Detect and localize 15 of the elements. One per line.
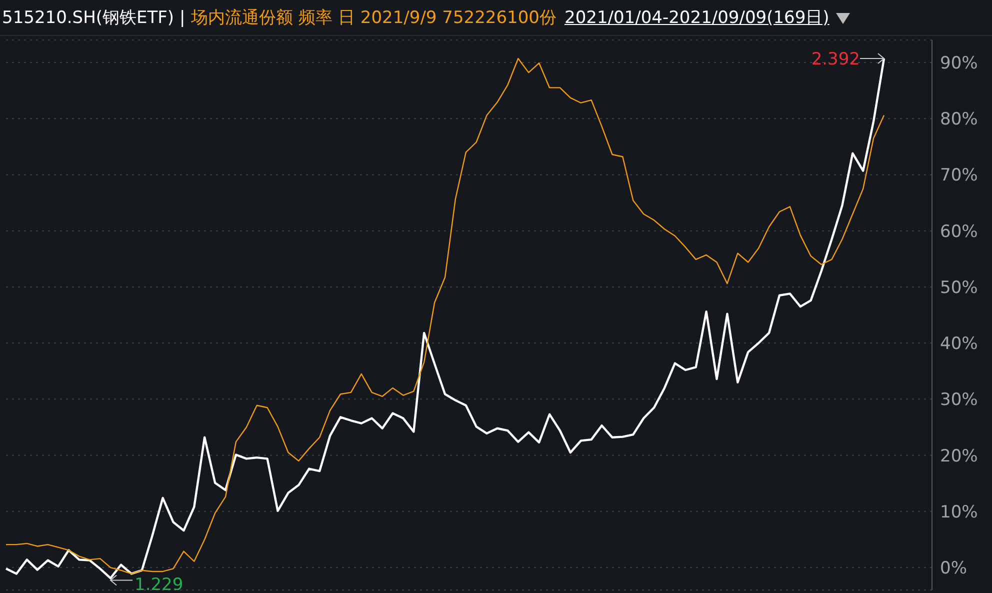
chart-subtitle: 场内流通份额 频率 日 2021/9/9 752226100份 <box>191 7 556 29</box>
y-tick-label: 30% <box>940 390 978 410</box>
y-tick-label: 0% <box>940 558 967 579</box>
y-tick-label: 90% <box>940 53 978 74</box>
y-tick-label: 10% <box>940 502 978 522</box>
y-tick-label: 50% <box>940 278 978 298</box>
text: 2021/01/04-2021/09/09(169日) <box>564 7 830 29</box>
y-tick-label: 40% <box>940 334 978 354</box>
y-tick-label: 60% <box>940 222 978 242</box>
chart-title: 515210.SH(钢铁ETF) | <box>2 7 186 29</box>
y-tick-label: 20% <box>940 446 978 466</box>
annotation: 2.392 <box>811 50 860 70</box>
annotation: 1.229 <box>134 575 184 593</box>
y-tick-label: 70% <box>940 166 978 186</box>
y-tick-label: 80% <box>940 110 978 130</box>
